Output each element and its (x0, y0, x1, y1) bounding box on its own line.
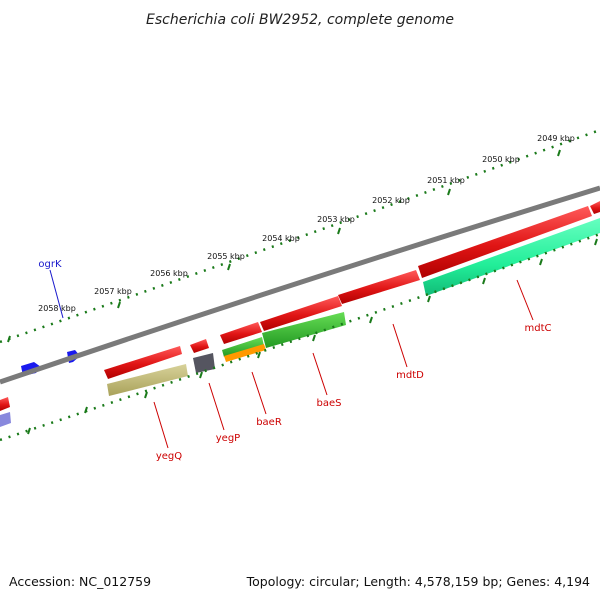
kbp-label: 2050 kbp (482, 155, 520, 164)
inner-tick (312, 334, 316, 342)
kbp-labels: 2049 kbp 2050 kbp 2051 kbp 2052 kbp 2053… (38, 134, 575, 313)
outer-tick (7, 335, 11, 343)
inner-tick (27, 427, 31, 435)
leader-ogrK (49, 269, 64, 319)
gene-mdtC[interactable] (418, 206, 592, 278)
gene-baeS[interactable] (260, 296, 342, 331)
outer-tick (227, 263, 231, 271)
kbp-label: 2052 kbp (372, 196, 410, 205)
kbp-label: 2058 kbp (38, 304, 76, 313)
gene-mdtD[interactable] (338, 270, 420, 304)
inner-tick (369, 316, 373, 324)
kbp-label: 2049 kbp (537, 134, 575, 143)
inner-tick (539, 258, 543, 266)
label-yegP[interactable]: yegP (216, 433, 240, 444)
inner-tick (84, 406, 88, 414)
feature-mdtC[interactable] (423, 218, 600, 296)
kbp-label: 2054 kbp (262, 234, 300, 243)
inner-tick (257, 351, 261, 359)
label-baeS[interactable]: baeS (317, 398, 342, 409)
accession-text: Accession: NC_012759 (9, 574, 152, 589)
inner-tick (427, 295, 431, 303)
outer-tick (447, 188, 451, 196)
feature-baeS[interactable] (262, 312, 346, 348)
inner-ruler (0, 232, 600, 442)
inner-tick (144, 391, 148, 399)
genome-summary-text: Topology: circular; Length: 4,578,159 bp… (246, 574, 590, 589)
reverse-cds-track (0, 201, 600, 411)
outer-tick (557, 149, 561, 157)
lower-feature-track (0, 218, 600, 427)
kbp-label: 2053 kbp (317, 215, 355, 224)
label-leaders (49, 269, 534, 449)
label-mdtD[interactable]: mdtD (396, 370, 424, 381)
leader-mdtC (516, 279, 534, 321)
label-baeR[interactable]: baeR (256, 417, 282, 428)
feature-yegQ[interactable] (107, 364, 188, 396)
gene-partial-right[interactable] (590, 201, 600, 214)
leader-baeS (312, 352, 328, 396)
genome-backbone (0, 185, 600, 385)
leader-mdtD (392, 323, 408, 368)
feature-partial-left[interactable] (0, 412, 11, 427)
label-ogrK[interactable]: ogrK (38, 259, 62, 270)
inner-tick (199, 371, 203, 379)
kbp-label: 2051 kbp (427, 176, 465, 185)
outer-ruler (0, 128, 600, 344)
feature-baeR-green[interactable] (222, 337, 264, 357)
outer-tick (337, 227, 341, 235)
gene-yegQ[interactable] (104, 346, 182, 379)
gene-partial-left[interactable] (0, 397, 10, 411)
label-mdtC[interactable]: mdtC (525, 323, 552, 334)
inner-tick (482, 277, 486, 285)
feature-yegP[interactable] (193, 353, 215, 373)
map-title: Escherichia coli BW2952, complete genome (146, 12, 454, 28)
kbp-label: 2055 kbp (207, 252, 245, 261)
gene-baeR[interactable] (220, 322, 262, 344)
leader-yegQ (153, 401, 169, 449)
leader-baeR (251, 371, 267, 415)
label-yegQ[interactable]: yegQ (156, 451, 182, 462)
inner-tick (594, 238, 598, 246)
inner-ruler-line (0, 232, 600, 442)
outer-tick (117, 301, 121, 309)
gene-labels: ogrK yegQ yegP baeR baeS mdtD mdtC (38, 259, 551, 462)
leader-yegP (208, 382, 225, 431)
feature-baeR-orange[interactable] (224, 344, 266, 362)
kbp-label: 2056 kbp (150, 269, 188, 278)
gene-yegP[interactable] (190, 339, 209, 353)
kbp-label: 2057 kbp (94, 287, 132, 296)
